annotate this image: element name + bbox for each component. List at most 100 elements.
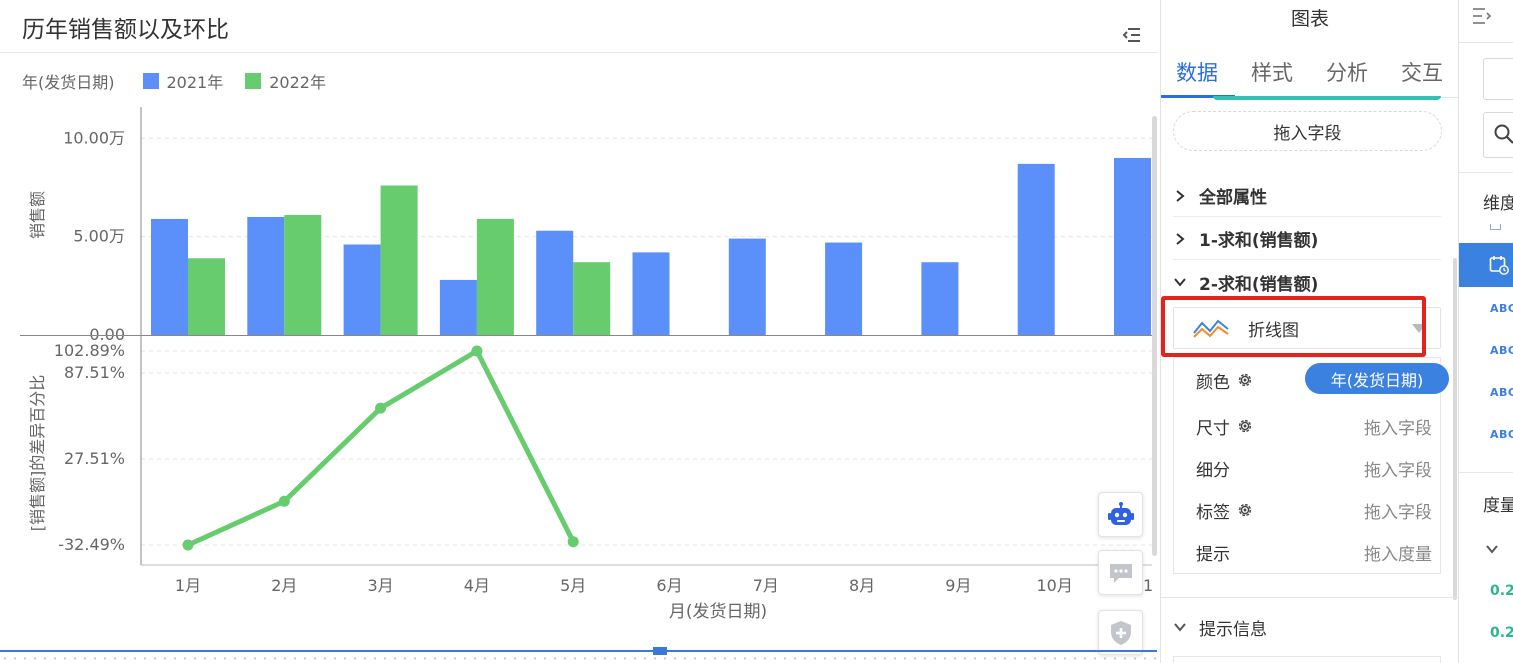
line-point-0-3 [471,345,483,357]
divider [1459,472,1513,473]
x-tick-0: 1月 [175,576,201,595]
dimension-item-text-icon[interactable]: ABC [1490,344,1513,357]
chart-legend: 年(发货日期) 2021年 2022年 [22,70,348,92]
date-field-icon [1489,256,1509,275]
zoom-track[interactable] [0,650,1157,652]
tooltip-divider [1161,597,1459,598]
bar-1-2 [380,185,418,335]
y-tick-bottom-1: 27.51% [64,449,125,468]
measure-item-number-icon[interactable]: 0.2 [1490,583,1513,599]
x-tick-5: 6月 [656,576,682,595]
shield-plus-icon [1110,620,1131,645]
tooltip-input[interactable] [1173,656,1441,663]
bar-1-1 [284,215,322,335]
label-drop-slot[interactable]: 拖入字段 [1364,502,1432,523]
chevron-right-icon [1176,232,1185,245]
dimension-item-text-icon[interactable]: ABC [1490,386,1513,399]
chevron-down-icon [1174,623,1186,632]
bar-1-4 [573,262,611,335]
prop-label: 颜色 [1196,372,1230,393]
tooltip-drop-slot[interactable]: 拖入度量 [1364,544,1432,565]
bar-0-3 [439,279,477,335]
chevron-down-icon[interactable] [1485,542,1499,556]
tab-style[interactable]: 样式 [1251,61,1293,85]
tab-indicator [1161,95,1235,98]
x-tick-9: 10月 [1037,576,1073,595]
color-field-pill[interactable]: 年(发货日期) [1305,363,1449,394]
gear-icon[interactable] [1236,371,1254,389]
chevron-right-icon [1176,189,1185,202]
list-collapse-icon[interactable] [1121,25,1141,45]
add-button[interactable] [1098,610,1143,655]
chevron-down-icon [1174,278,1186,287]
section-measure-2[interactable]: 2-求和(销售额) [1173,261,1441,303]
comment-icon [1109,563,1132,583]
chart-title: 历年销售额以及环比 [22,17,229,43]
chart-scrollbar[interactable] [1152,116,1157,556]
bar-1-0 [188,258,225,335]
section-measure-1[interactable]: 1-求和(销售额) [1173,218,1441,260]
prop-row-size: 尺寸 拖入字段 [1196,411,1432,441]
title-divider [0,52,1158,53]
y-tick-top-1: 5.00万 [73,227,125,246]
x-tick-4: 5月 [560,576,586,595]
bar-0-6 [728,238,766,335]
bar-0-2 [343,244,381,335]
bar-0-7 [825,242,863,335]
size-drop-slot[interactable]: 拖入字段 [1364,418,1432,439]
x-tick-7: 8月 [849,576,875,595]
legend-swatch-2022 [245,73,262,89]
prop-label: 尺寸 [1196,418,1230,439]
y-tick-bottom-2: 87.51% [64,363,125,382]
property-box: 颜色 年(发货日期) 尺寸 拖入字段 细分 拖入字段 [1173,357,1449,574]
dimension-item-fragment [1490,224,1501,230]
section-tooltip-info[interactable]: 提示信息 [1173,612,1267,642]
dataset-select[interactable] [1483,58,1513,100]
field-pill-edge [1213,96,1441,100]
legend-item-2022[interactable]: 2022年 [245,69,326,93]
section-all-properties[interactable]: 全部属性 [1173,175,1441,217]
x-axis-label: 月(发货日期) [669,602,767,622]
legend-item-2021[interactable]: 2021年 [142,69,223,93]
chart-type-select[interactable]: 折线图 [1173,307,1441,349]
prop-label: 细分 [1196,460,1230,481]
zoom-handle[interactable] [653,647,667,655]
panel-toggle-icon[interactable] [1471,5,1493,27]
line-chart-icon [1193,319,1229,338]
gear-icon[interactable] [1236,501,1254,519]
gear-icon[interactable] [1236,417,1254,435]
bar-0-1 [247,216,285,335]
x-tick-6: 7月 [753,576,779,595]
chart-type-label: 折线图 [1248,320,1299,341]
line-point-0-0 [182,539,194,551]
assistant-button[interactable] [1098,492,1143,537]
prop-label: 标签 [1196,502,1230,523]
detail-drop-slot[interactable]: 拖入字段 [1364,460,1432,481]
dimension-label: 维度 [1483,194,1513,214]
chart-panel: 历年销售额以及环比 年(发货日期) 2021年 2022年 0.00 5.00万 1… [0,17,1158,663]
field-drop-zone[interactable]: 拖入字段 [1173,111,1442,151]
caret-down-icon [1412,324,1426,333]
tab-data[interactable]: 数据 [1176,61,1218,85]
y-tick-top-2: 10.00万 [63,128,125,147]
y-axis-label-bottom: [销售额]的差异百分比 [28,375,47,532]
config-scrollbar[interactable] [1453,258,1457,600]
tab-analysis[interactable]: 分析 [1326,61,1368,85]
dimension-item-text-icon[interactable]: ABC [1490,302,1513,315]
bar-0-9 [1017,163,1055,335]
comment-button[interactable] [1098,550,1143,595]
line-series-0 [186,348,576,548]
y-axis-label-top: 销售额 [28,191,47,239]
bar-0-8 [921,262,959,335]
section-label: 全部属性 [1199,188,1267,208]
y-tick-top-0: 0.00 [89,325,125,344]
measure-item-number-icon[interactable]: 0.2 [1490,625,1513,641]
bar-1-3 [476,218,514,335]
tab-interaction[interactable]: 交互 [1401,61,1443,85]
field-search-input[interactable] [1483,112,1513,158]
robot-icon [1107,501,1134,525]
y-tick-bottom-0: -32.49% [58,535,125,554]
dimension-item-text-icon[interactable]: ABC [1490,428,1513,441]
